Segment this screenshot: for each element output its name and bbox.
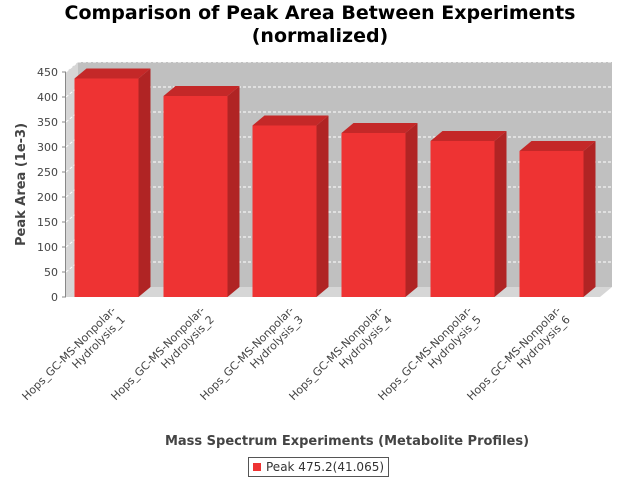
gridline-side bbox=[65, 111, 79, 123]
bar-side bbox=[227, 86, 240, 297]
y-tick-label: 0 bbox=[51, 291, 58, 304]
chart-title-line-1: Comparison of Peak Area Between Experime… bbox=[64, 2, 576, 24]
bar-front bbox=[252, 125, 317, 297]
bar-side bbox=[583, 141, 596, 297]
bar-top bbox=[430, 131, 507, 141]
y-tick-label: 450 bbox=[37, 66, 58, 79]
bar-side bbox=[316, 115, 329, 297]
bar bbox=[341, 123, 418, 297]
gridline-side bbox=[65, 211, 79, 223]
bar-top bbox=[519, 141, 596, 151]
x-tick-label-line: Hops_GC-MS-Nonpolar- bbox=[20, 304, 119, 403]
bar bbox=[74, 68, 151, 297]
x-axis-title: Mass Spectrum Experiments (Metabolite Pr… bbox=[165, 434, 529, 449]
chart-title: Comparison of Peak Area Between Experime… bbox=[0, 2, 640, 48]
bar-top bbox=[252, 115, 329, 126]
bar-front bbox=[341, 133, 406, 297]
bar-front bbox=[519, 151, 584, 297]
legend-label: Peak 475.2(41.065) bbox=[266, 460, 385, 474]
gridline-side bbox=[65, 236, 79, 248]
gridline-side bbox=[65, 86, 79, 98]
bar-top bbox=[163, 86, 240, 96]
bar bbox=[519, 141, 596, 297]
bar-front bbox=[74, 78, 139, 297]
bar-top bbox=[341, 123, 418, 133]
bar-front bbox=[163, 96, 228, 297]
bar-side bbox=[494, 131, 507, 297]
y-tick-label: 50 bbox=[44, 266, 58, 279]
gridline-side bbox=[65, 136, 79, 148]
y-tick-label: 100 bbox=[37, 241, 58, 254]
y-tick-label: 200 bbox=[37, 191, 58, 204]
bar bbox=[163, 86, 240, 297]
y-tick-label: 400 bbox=[37, 91, 58, 104]
legend: Peak 475.2(41.065) bbox=[248, 457, 390, 477]
y-axis-title: Peak Area (1e-3) bbox=[14, 123, 29, 246]
gridline-side bbox=[65, 61, 79, 73]
bar bbox=[252, 115, 329, 297]
legend-swatch bbox=[253, 463, 261, 471]
gridline-side bbox=[65, 161, 79, 173]
bar-front bbox=[430, 141, 495, 297]
bar bbox=[430, 131, 507, 297]
bar-top bbox=[74, 68, 151, 79]
bar-side bbox=[138, 68, 151, 297]
gridline-side bbox=[65, 186, 79, 198]
y-tick-label: 250 bbox=[37, 166, 58, 179]
gridline-side bbox=[65, 261, 79, 273]
y-tick-label: 150 bbox=[37, 216, 58, 229]
bar-side bbox=[405, 123, 418, 297]
y-tick-label: 300 bbox=[37, 141, 58, 154]
y-tick-label: 350 bbox=[37, 116, 58, 129]
chart-title-line-2: (normalized) bbox=[251, 25, 389, 47]
